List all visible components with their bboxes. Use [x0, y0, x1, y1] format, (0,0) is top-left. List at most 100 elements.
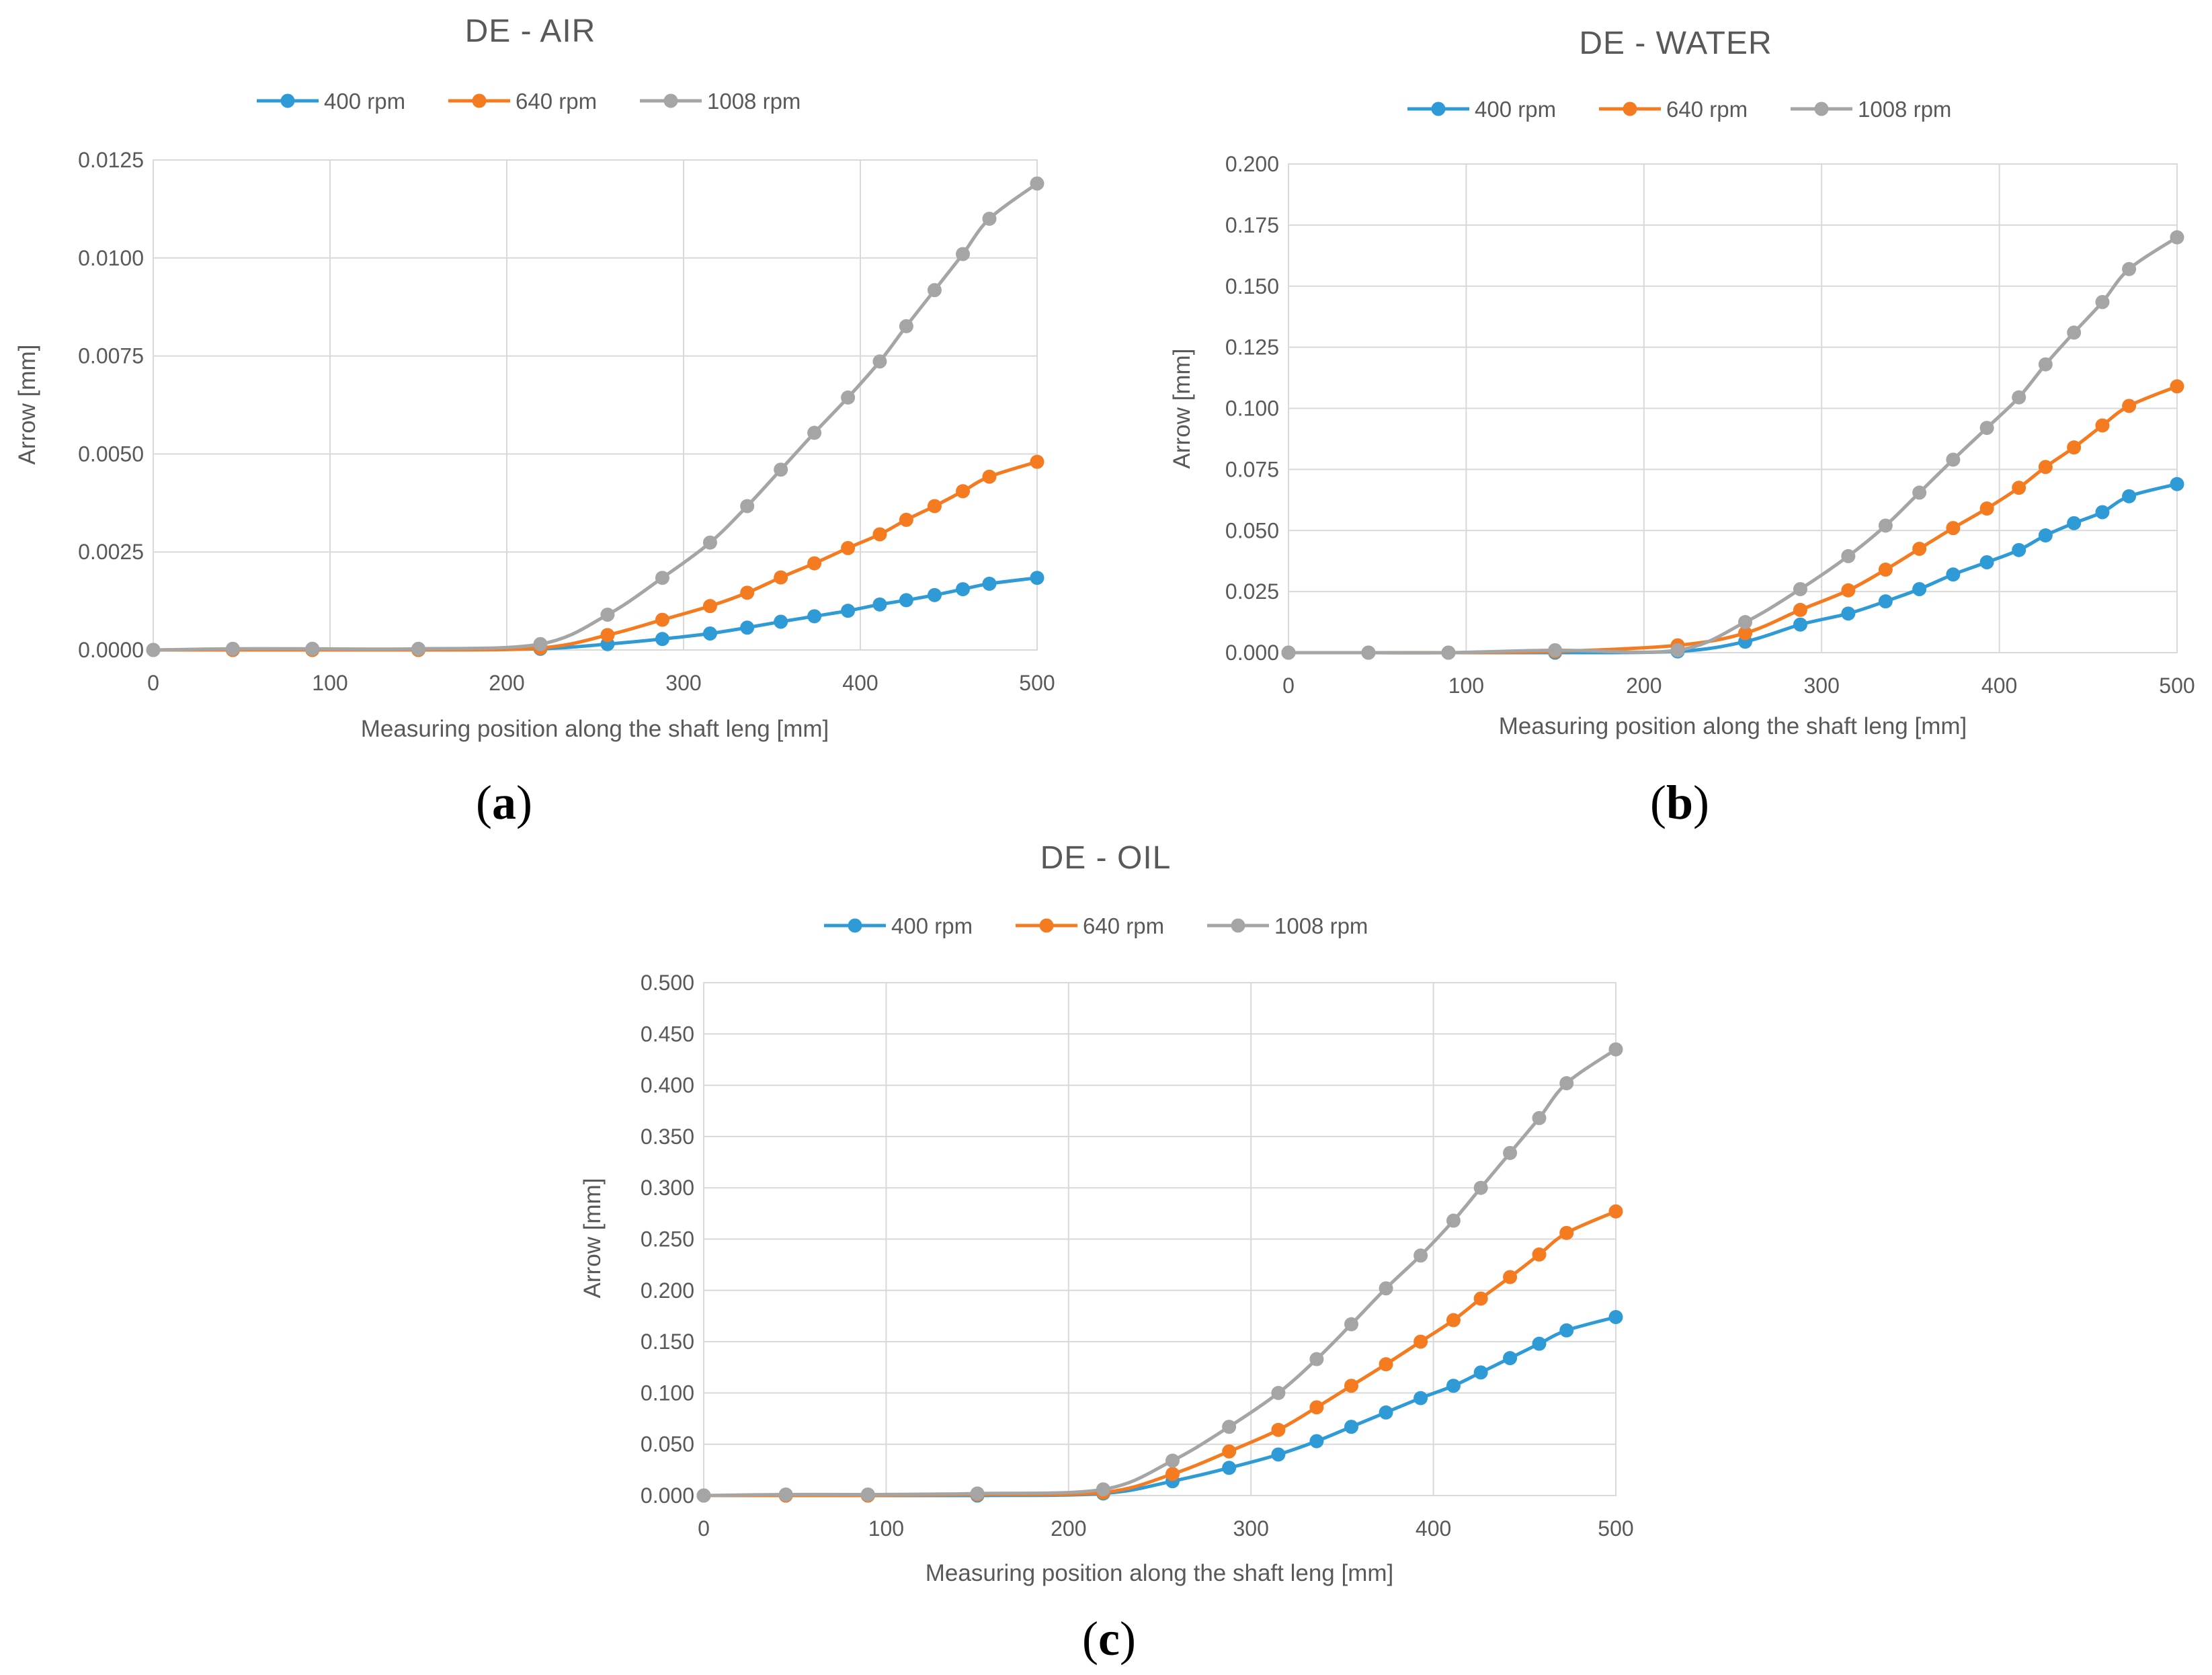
data-point	[1379, 1281, 1393, 1296]
data-point	[655, 612, 669, 627]
chart-panel-b: DE - WATER 400 rpm 640 rpm 1008 rpm 0.0000…	[1169, 26, 2195, 829]
data-point	[702, 535, 717, 550]
data-point	[1271, 1447, 1286, 1462]
data-point	[1309, 1400, 1324, 1415]
data-point	[1841, 583, 1856, 598]
y-axis-ticks: 0.0000 0.0025 0.0050 0.0075 0.0100 0.0125	[78, 148, 144, 662]
data-point	[2170, 230, 2184, 245]
data-point	[2122, 399, 2137, 413]
legend-label: 400 rpm	[324, 89, 405, 114]
legend-swatch-marker	[1039, 918, 1054, 933]
chart-title: DE - OIL	[1040, 840, 1172, 876]
data-point	[956, 582, 971, 597]
data-point	[1946, 452, 1961, 467]
data-point	[2067, 516, 2082, 530]
legend-label: 1008 rpm	[1858, 97, 1951, 122]
legend-item-640-rpm: 640 rpm	[1016, 913, 1164, 938]
data-point	[1379, 1357, 1393, 1372]
y-tick-label: 0.450	[641, 1022, 694, 1046]
data-point	[1473, 1365, 1488, 1380]
data-point	[696, 1488, 711, 1503]
data-point	[1344, 1420, 1358, 1434]
y-tick-label: 0.025	[1225, 579, 1279, 604]
data-point	[146, 643, 161, 657]
gridlines	[1288, 163, 2178, 653]
y-tick-label: 0.100	[641, 1381, 694, 1405]
data-point	[1912, 485, 1927, 500]
data-point	[1946, 567, 1961, 582]
data-point	[2095, 294, 2110, 309]
gridlines	[703, 982, 1616, 1496]
data-point	[1414, 1391, 1428, 1405]
data-point	[1670, 643, 1685, 657]
data-point	[774, 462, 788, 477]
legend-label: 640 rpm	[1083, 913, 1164, 938]
data-point	[841, 540, 856, 555]
data-point	[1878, 518, 1893, 533]
legend: 400 rpm 640 rpm 1008 rpm	[824, 913, 1368, 938]
y-tick-label: 0.175	[1225, 213, 1279, 237]
y-tick-label: 0.250	[641, 1227, 694, 1252]
legend: 400 rpm 640 rpm 1008 rpm	[1407, 97, 1951, 122]
x-tick-label: 400	[1416, 1516, 1451, 1541]
data-point	[1608, 1204, 1623, 1219]
data-point	[2012, 542, 2026, 557]
y-tick-label: 0.075	[1225, 457, 1279, 481]
x-tick-label: 500	[2159, 673, 2195, 698]
data-point	[1608, 1309, 1623, 1324]
legend-item-640-rpm: 640 rpm	[1599, 97, 1748, 122]
legend-label: 640 rpm	[1666, 97, 1748, 122]
data-point	[1473, 1180, 1488, 1195]
x-tick-label: 500	[1598, 1516, 1633, 1541]
data-point	[1446, 1313, 1461, 1327]
data-point	[1414, 1248, 1428, 1263]
legend-item-640-rpm: 640 rpm	[448, 89, 597, 114]
y-tick-label: 0.200	[641, 1278, 694, 1303]
x-tick-label: 0	[1282, 673, 1295, 698]
x-tick-label: 200	[489, 671, 524, 695]
y-tick-label: 0.200	[1225, 152, 1279, 176]
legend-label: 400 rpm	[1475, 97, 1556, 122]
data-point	[2012, 390, 2026, 405]
y-tick-label: 0.400	[641, 1073, 694, 1098]
data-point	[807, 609, 822, 624]
data-point	[956, 484, 971, 499]
series-1008-rpm	[1281, 230, 2184, 660]
data-point	[2122, 261, 2137, 276]
y-axis-ticks: 0.000 0.050 0.100 0.150 0.200 0.250 0.300 0.350…	[641, 971, 694, 1508]
y-tick-label: 0.0100	[78, 246, 144, 270]
data-point	[2038, 460, 2053, 475]
chart-title: DE - WATER	[1579, 26, 1772, 61]
x-tick-label: 0	[147, 671, 159, 695]
data-point	[411, 641, 425, 656]
panel-label-letter: b	[1666, 776, 1693, 829]
data-point	[1559, 1076, 1574, 1091]
data-point	[982, 211, 997, 226]
legend-item-1008-rpm: 1008 rpm	[640, 89, 801, 114]
data-point	[2170, 379, 2184, 394]
data-point	[807, 556, 822, 571]
data-point	[1379, 1405, 1393, 1420]
data-point	[899, 593, 913, 608]
data-point	[1912, 581, 1927, 596]
panel-label-letter: c	[1098, 1612, 1120, 1666]
legend: 400 rpm 640 rpm 1008 rpm	[257, 89, 801, 114]
data-point	[1030, 454, 1044, 469]
data-point	[1946, 521, 1961, 536]
data-point	[1608, 1042, 1623, 1057]
data-point	[1271, 1385, 1286, 1400]
data-point	[872, 597, 887, 612]
legend-label: 400 rpm	[891, 913, 973, 938]
data-point	[305, 641, 320, 656]
y-tick-label: 0.350	[641, 1125, 694, 1149]
data-point	[774, 614, 788, 629]
data-point	[872, 527, 887, 542]
data-point	[655, 571, 669, 585]
data-point	[1441, 645, 1456, 660]
x-axis-ticks: 0 100 200 300 400 500	[147, 671, 1055, 695]
plot-area: 0.0000 0.0025 0.0050 0.0075 0.0100 0.0125 0 100…	[78, 148, 1055, 695]
data-point	[1271, 1422, 1286, 1437]
data-point	[927, 283, 942, 298]
data-point	[1473, 1291, 1488, 1306]
